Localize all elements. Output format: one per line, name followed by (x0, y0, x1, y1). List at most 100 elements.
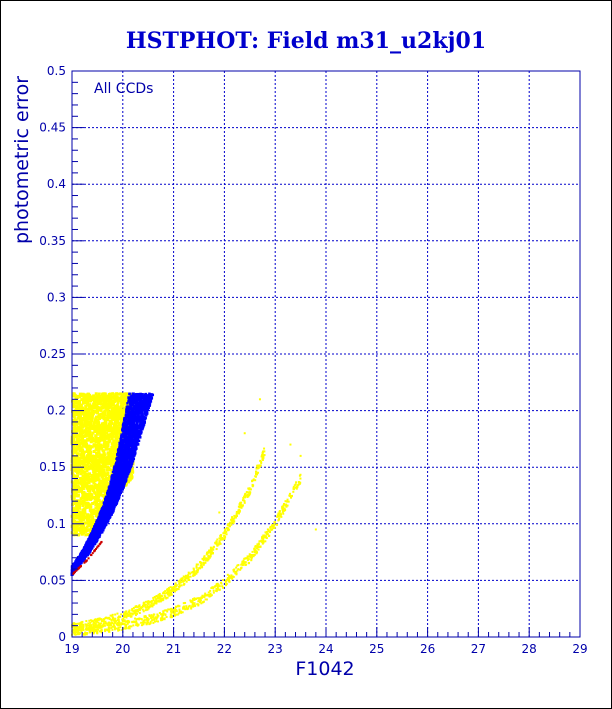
yellow-point (78, 513, 82, 517)
yellow-point (102, 438, 106, 442)
yellow-point (101, 499, 105, 503)
yellow-point (115, 440, 119, 444)
yellow-point (119, 413, 123, 417)
yellow-point (80, 451, 84, 455)
yellow-point (112, 411, 116, 415)
yellow-point (78, 521, 82, 525)
yellow-point (128, 471, 132, 475)
yellow-point (72, 474, 76, 478)
yellow-point (75, 462, 79, 466)
yellow-point (121, 412, 125, 416)
yellow-point (102, 415, 106, 419)
yellow-point (106, 415, 110, 419)
yellow-point (94, 424, 98, 428)
blue-point (136, 408, 140, 411)
yellow-point (94, 434, 98, 438)
yellow-point (102, 405, 106, 409)
yellow-point (72, 415, 76, 419)
yellow-point (81, 443, 85, 447)
blue-point (108, 505, 112, 509)
yellow-point (108, 399, 112, 403)
blue-point (111, 470, 115, 474)
yellow-point (72, 392, 76, 396)
yellow-point (81, 527, 85, 531)
yellow-point (115, 395, 119, 399)
yellow-point (87, 481, 91, 485)
blue-point (121, 428, 124, 431)
yellow-point (71, 422, 75, 426)
yellow-point (81, 424, 85, 428)
yellow-point (110, 437, 114, 441)
yellow-point (97, 431, 101, 435)
yellow-point (89, 425, 93, 429)
yellow-point (86, 518, 90, 522)
yellow-point (108, 468, 112, 472)
blue-point (91, 544, 95, 547)
yellow-point (86, 475, 90, 479)
yellow-point (83, 497, 87, 501)
yellow-point (79, 497, 83, 501)
yellow-point (82, 531, 86, 535)
yellow-point (101, 501, 105, 505)
yellow-point (84, 419, 88, 423)
yellow-point (88, 514, 92, 518)
yellow-point (101, 398, 105, 402)
blue-point (129, 435, 132, 439)
yellow-point (101, 453, 105, 457)
yellow-point (83, 526, 87, 530)
blue-point (142, 402, 145, 406)
yellow-point (99, 489, 103, 493)
blue-point (146, 394, 150, 397)
yellow-point (93, 479, 97, 483)
yellow-point (104, 422, 108, 426)
yellow-point (84, 475, 88, 479)
blue-point (143, 402, 147, 406)
yellow-point (82, 507, 86, 511)
yellow-point (93, 491, 97, 495)
yellow-point (81, 401, 85, 405)
yellow-point (87, 395, 91, 399)
yellow-point (105, 407, 109, 411)
blue-point (133, 412, 136, 415)
yellow-point (80, 532, 84, 536)
yellow-point (115, 424, 119, 428)
yellow-point (78, 395, 82, 399)
yellow-point (74, 531, 78, 535)
yellow-point (75, 453, 79, 457)
yellow-point (72, 463, 76, 467)
yellow-point (78, 529, 82, 533)
yellow-point (110, 472, 114, 476)
yellow-point (75, 520, 79, 524)
yellow-point (108, 455, 112, 459)
yellow-point (95, 465, 99, 469)
yellow-point (79, 479, 83, 483)
yellow-point (74, 529, 78, 533)
yellow-point (81, 492, 85, 496)
yellow-point (101, 426, 105, 430)
blue-point (143, 406, 146, 410)
yellow-point (85, 410, 89, 414)
yellow-point (73, 417, 77, 421)
yellow-point (98, 458, 102, 462)
yellow-point (77, 504, 81, 508)
yellow-point (96, 495, 100, 499)
blue-point (130, 419, 133, 422)
yellow-point (78, 481, 82, 485)
yellow-point (87, 523, 91, 527)
yellow-point (120, 404, 124, 408)
yellow-point (100, 422, 104, 426)
yellow-point (75, 515, 79, 519)
yellow-point (116, 401, 120, 405)
yellow-point (86, 532, 90, 536)
yellow-point (89, 521, 93, 525)
yellow-point (83, 492, 87, 496)
yellow-point (111, 449, 115, 453)
blue-point (132, 427, 135, 431)
yellow-point (113, 404, 117, 408)
yellow-point (112, 396, 116, 400)
yellow-point (71, 484, 75, 488)
yellow-point (80, 398, 84, 402)
yellow-point (113, 408, 117, 412)
yellow-point (82, 478, 86, 482)
yellow-point (78, 432, 82, 436)
